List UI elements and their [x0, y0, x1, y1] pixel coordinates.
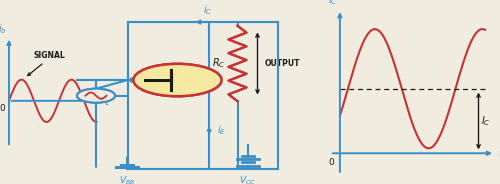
- Text: OUTPUT: OUTPUT: [265, 59, 300, 68]
- Text: $V_{BB}$: $V_{BB}$: [119, 175, 135, 184]
- Text: $I_C$: $I_C$: [481, 114, 490, 128]
- Text: $i_E$: $i_E$: [216, 124, 226, 137]
- Text: $0$: $0$: [328, 156, 335, 167]
- Text: $i_b$: $i_b$: [0, 22, 6, 36]
- Text: $t$: $t$: [104, 95, 110, 107]
- Text: SIGNAL: SIGNAL: [34, 51, 65, 60]
- Text: $0$: $0$: [0, 102, 6, 113]
- Circle shape: [134, 64, 222, 96]
- Text: $i_C$: $i_C$: [203, 3, 212, 17]
- Text: $t$: $t$: [498, 147, 500, 159]
- Text: $V_{CC}$: $V_{CC}$: [239, 175, 256, 184]
- Text: $R_C$: $R_C$: [212, 56, 225, 70]
- Circle shape: [77, 89, 115, 103]
- Circle shape: [134, 64, 222, 96]
- Text: $i_C$: $i_C$: [328, 0, 338, 7]
